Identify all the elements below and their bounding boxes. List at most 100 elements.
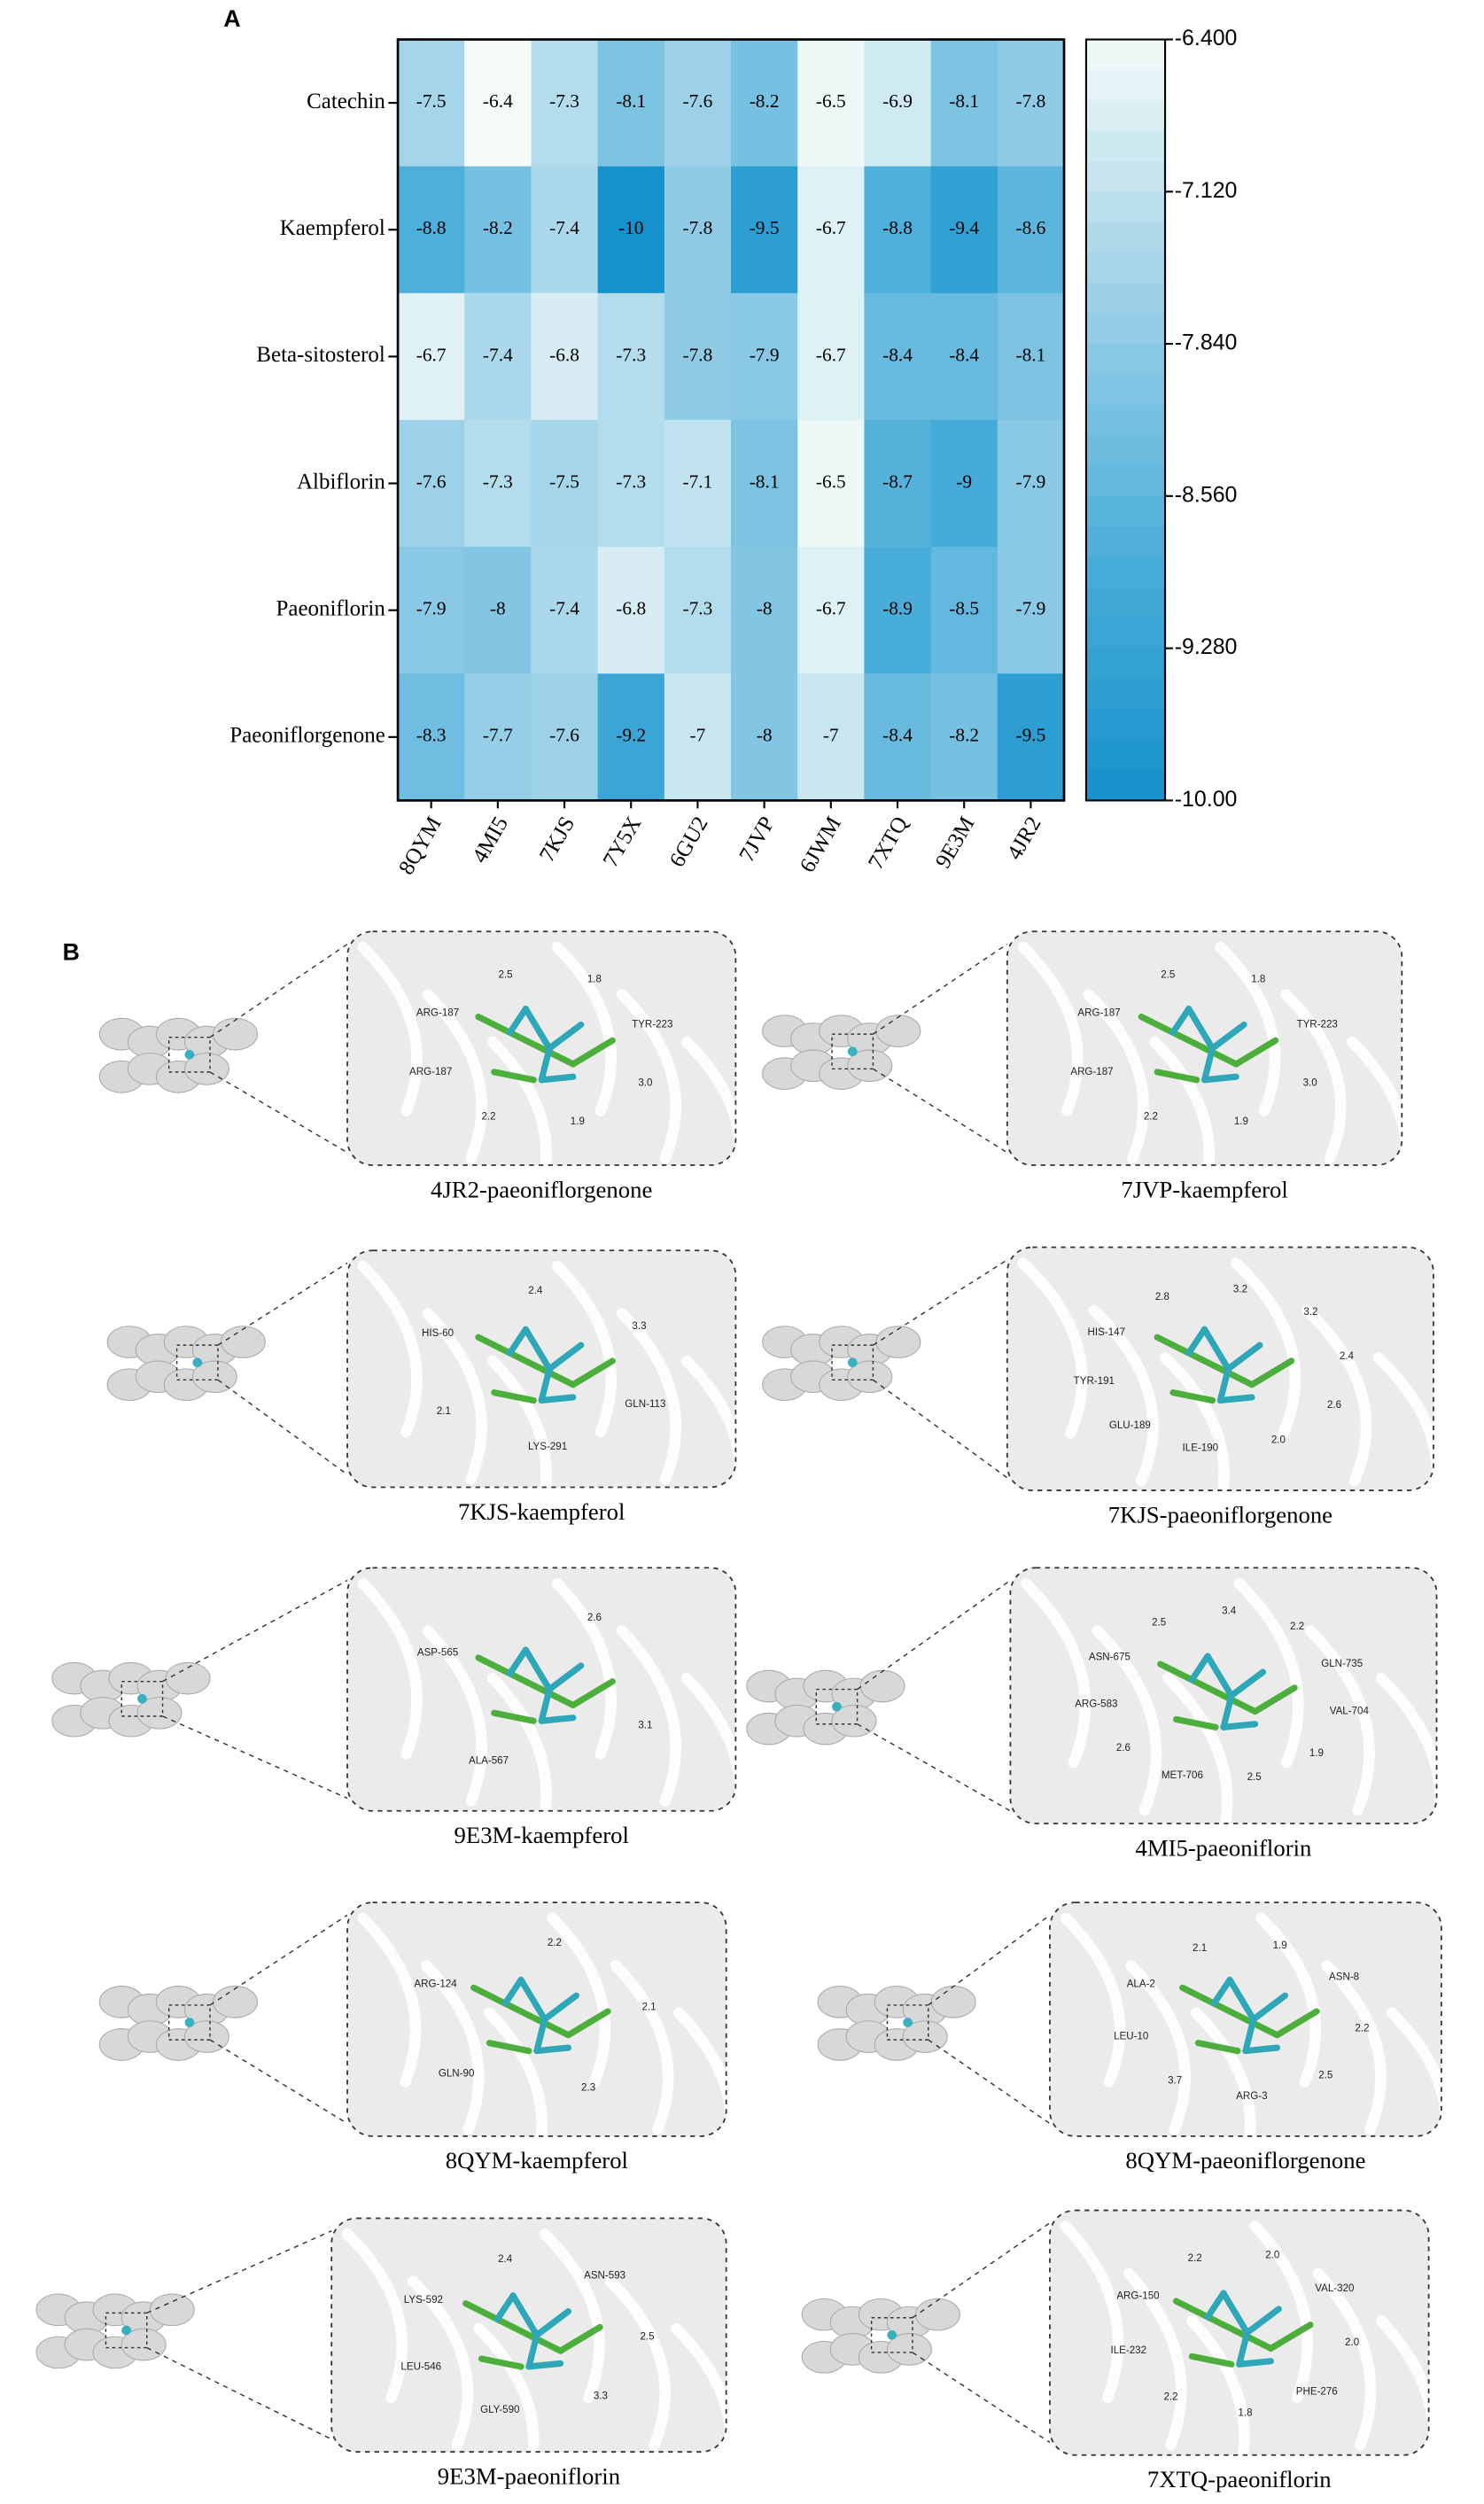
ligand-stick	[1204, 2290, 1227, 2321]
protein-ribbon	[1312, 2267, 1377, 2451]
colorbar-band	[1085, 618, 1166, 649]
residue-label: 2.0	[1345, 2337, 1359, 2348]
cell-label: -6.4	[483, 90, 513, 112]
residue-label: ARG-3	[1236, 2091, 1267, 2102]
protein-ribbon	[484, 2007, 548, 2182]
residue-stick	[1169, 1389, 1216, 1404]
protein-ribbon	[1017, 1257, 1088, 1439]
residue-stick	[1188, 2352, 1235, 2368]
heatmap-cell	[398, 292, 465, 421]
protein-ribbon	[357, 941, 423, 1116]
residue-label: 3.4	[1222, 1606, 1237, 1617]
ligand-stick	[525, 2331, 540, 2370]
protein-ribbon	[1280, 989, 1347, 1164]
ligand-stick	[538, 1715, 577, 1724]
protein-ribbon	[422, 989, 487, 1164]
thumb-ligand	[192, 1357, 203, 1368]
cell-label: -6.7	[416, 344, 447, 365]
residue-label: 3.1	[638, 1721, 652, 1731]
cell-label: -6.7	[816, 598, 846, 619]
heatmap-cell	[930, 39, 998, 167]
protein-ribbon	[1215, 941, 1281, 1116]
protein-thumb	[847, 1049, 893, 1083]
colorbar-frame	[1084, 38, 1167, 802]
row-label: Beta-sitosterol	[256, 343, 385, 367]
panel-label: B	[63, 938, 80, 965]
residue-label: 2.2	[481, 1112, 495, 1123]
zoom-line	[912, 2352, 1051, 2444]
panel-caption: 8QYM-kaempferol	[446, 2147, 628, 2174]
residue-label: 2.8	[1155, 1292, 1169, 1303]
ligand-stick	[1220, 1692, 1235, 1730]
ligand-stick	[1204, 1652, 1235, 1699]
ligand-stick	[1220, 1721, 1259, 1730]
residue-label: 3.7	[1168, 2076, 1182, 2087]
protein-ribbon	[1255, 1912, 1322, 2088]
heatmap-cell	[864, 39, 932, 167]
cell-label: -8	[757, 598, 773, 619]
heatmap-cell	[930, 673, 998, 801]
ligand-stick	[507, 1646, 529, 1677]
cell-label: -6.8	[549, 344, 579, 365]
residue-label: GLU-189	[1109, 1420, 1151, 1431]
heatmap-cell	[797, 292, 865, 421]
residue-label: HIS-60	[422, 1328, 454, 1339]
column-label: 4MI5	[468, 813, 513, 867]
protein-thumb	[213, 1986, 259, 2018]
colorbar-band	[1085, 556, 1166, 588]
row-label: Albiflorin	[297, 470, 385, 494]
protein-ribbon	[1159, 1352, 1230, 1534]
protein-thumb	[183, 1052, 229, 1085]
docking-panel: HIS-147 2.8 3.2 3.2 2.4 2.6 2.0 ILE-190 GLU-189 T…	[762, 1246, 1443, 1534]
row-label: Paeoniflorin	[276, 596, 386, 620]
colorbar-tick-label: -7.840	[1175, 330, 1238, 355]
residue-label: ARG-150	[1116, 2290, 1159, 2301]
heatmap-cell	[864, 166, 932, 294]
residue-stick	[1172, 1715, 1219, 1730]
protein-ribbon	[1162, 1672, 1233, 1863]
cell-label: -7.9	[750, 344, 780, 365]
heatmap-cell	[531, 673, 599, 801]
cell-label: -7.8	[1015, 90, 1045, 112]
residue-label: VAL-320	[1315, 2283, 1354, 2294]
protein-ribbon	[1125, 1960, 1191, 2135]
protein-ribbon	[357, 1260, 423, 1438]
cell-label: -7.9	[416, 598, 447, 619]
residue-label: HIS-147	[1088, 1327, 1125, 1338]
ligand-stick	[1201, 1326, 1231, 1373]
cell-label: -7.8	[683, 344, 713, 365]
ligand-stick	[546, 1021, 585, 1052]
cell-label: -8	[757, 725, 773, 746]
cell-label: -7.9	[1015, 598, 1045, 619]
residue-label: 1.9	[1234, 1116, 1248, 1127]
thumb-box	[815, 1688, 859, 1725]
ligand-stick	[1208, 1021, 1247, 1052]
docking-panel: ARG-187 2.5 1.8 TYR-223 3.0 1.9 2.2 ARG-187 7JVP…	[762, 930, 1412, 1211]
heatmap-cell	[597, 419, 665, 548]
ligand-stick	[1226, 1976, 1257, 2023]
residue-label: 2.3	[581, 2083, 595, 2094]
thumb-box	[831, 1344, 874, 1381]
heatmap-cell	[464, 39, 532, 167]
protein-thumb	[875, 1326, 921, 1358]
residue-label: LYS-291	[528, 1442, 567, 1452]
residue-label: TYR-223	[1297, 1019, 1338, 1030]
residue-stick	[570, 1037, 616, 1068]
protein-ribbon	[486, 1036, 552, 1211]
ligand-stick	[1236, 2329, 1251, 2368]
residue-label: 1.9	[1309, 1748, 1324, 1759]
thumb-box	[870, 2317, 913, 2353]
docking-panel: HIS-60 2.4 3.3 GLN-113 LYS-291 2.1 7KJS-kaempf…	[106, 1249, 746, 1533]
docking-panel: ASP-565 2.6 3.1 ALA-567 9E3M-kaempferol	[51, 1567, 746, 1855]
residue-label: 2.2	[1355, 2024, 1369, 2034]
zoom-box	[346, 930, 737, 1166]
thumb-box	[167, 2004, 211, 2041]
heatmap-cell	[731, 39, 798, 167]
heatmap-frame	[396, 38, 1066, 802]
ligand-stick	[1220, 2290, 1251, 2337]
residue-label: 2.4	[498, 2254, 513, 2265]
colorbar-band	[1085, 69, 1166, 101]
colorbar-band	[1085, 465, 1166, 497]
colorbar-band	[1085, 100, 1166, 132]
ligand-stick	[1169, 1006, 1193, 1036]
